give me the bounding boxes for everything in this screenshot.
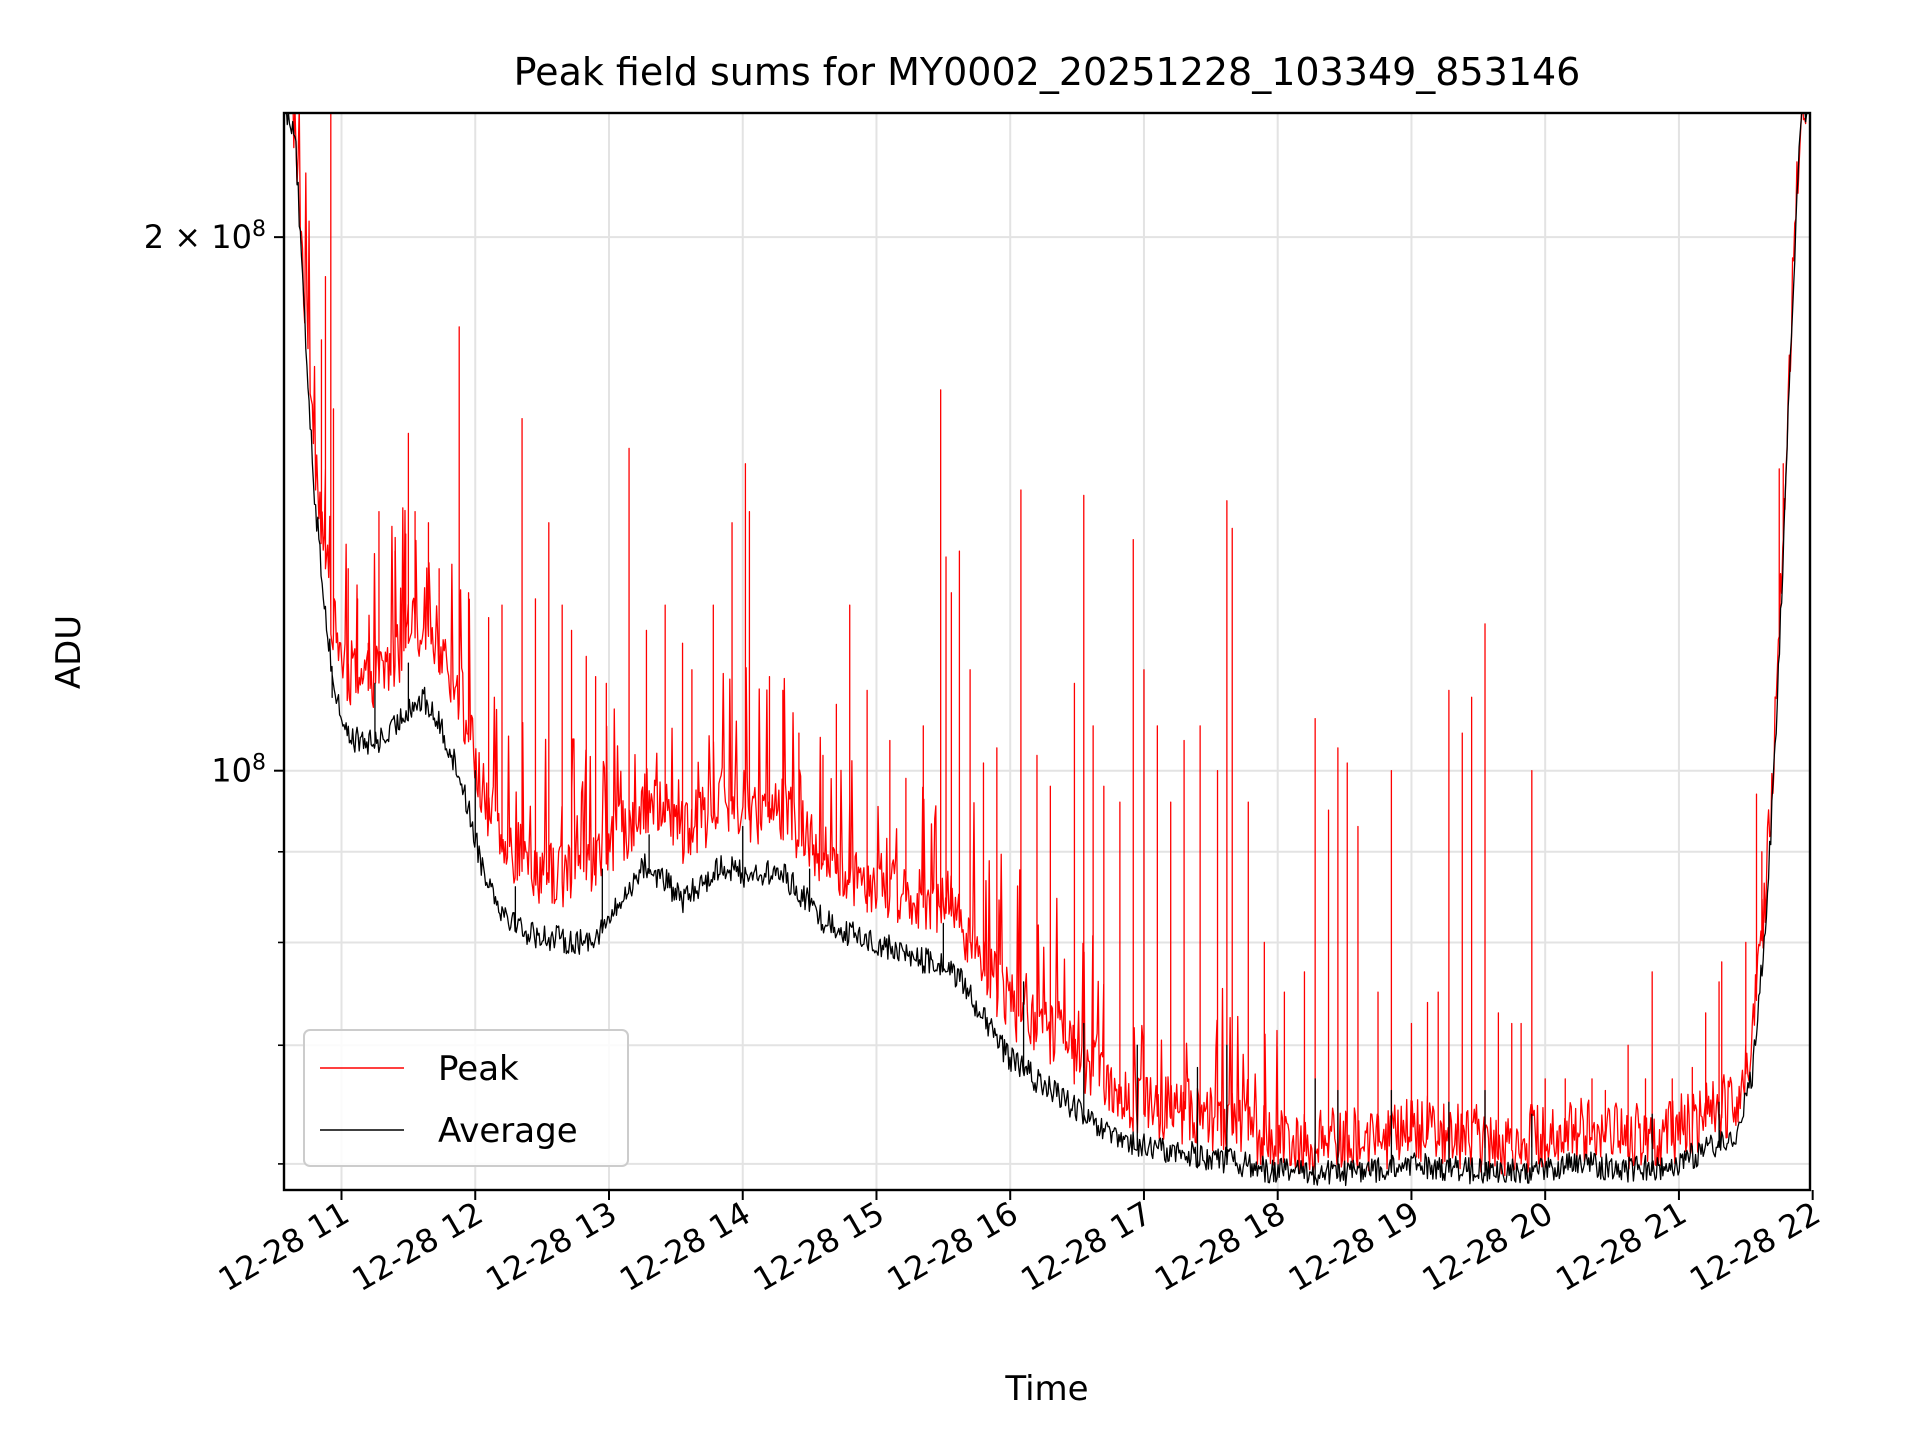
- y-tick-label: 2 × 108: [144, 217, 266, 257]
- legend-peak-label: Peak: [438, 1049, 519, 1089]
- y-axis-label: ADU: [49, 615, 89, 689]
- y-axis: 108 2 × 108: [144, 217, 284, 1165]
- series-line-peak: [292, 113, 1807, 1177]
- plot-area: [284, 113, 1808, 1187]
- series-layer: [284, 113, 1808, 1187]
- series-line-average: [284, 113, 1808, 1187]
- legend-box: [303, 1029, 629, 1167]
- y-tick-label: 108: [211, 750, 266, 790]
- plot-frame: [282, 111, 1812, 1192]
- grid: [284, 113, 1810, 1190]
- chart-title: Peak field sums for MY0002_20251228_1033…: [514, 50, 1581, 94]
- legend-average-label: Average: [438, 1111, 578, 1151]
- legend: Peak Average: [303, 1029, 629, 1167]
- x-axis-label: Time: [1004, 1369, 1088, 1409]
